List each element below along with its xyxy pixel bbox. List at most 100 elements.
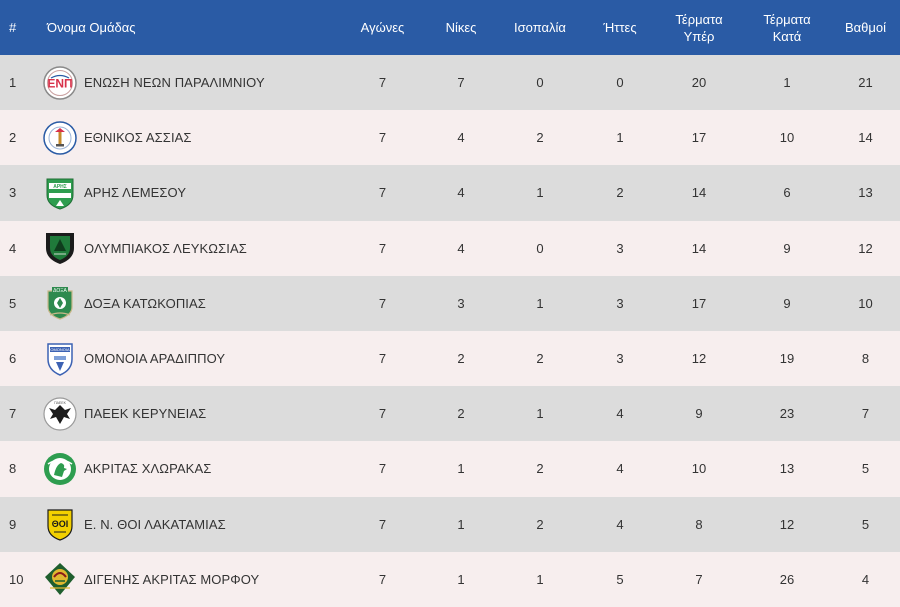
team-name: Ε. Ν. ΘΟΙ ΛΑΚΑΤΑΜΙΑΣ — [84, 516, 226, 532]
goals-against-cell: 19 — [779, 351, 795, 367]
goals-for-cell: 14 — [691, 185, 707, 201]
played-cell: 7 — [378, 516, 387, 532]
aris-crest-icon: ΑΡΗΣ — [42, 175, 78, 211]
played-cell: 7 — [378, 185, 387, 201]
losses-cell: 2 — [616, 185, 624, 201]
points-cell: 7 — [861, 406, 870, 422]
goals-for-cell: 8 — [695, 516, 703, 532]
doxa-crest-icon: ΔΟΞΑ — [42, 285, 78, 321]
goals-against-cell: 12 — [779, 516, 795, 532]
wins-cell: 1 — [457, 516, 465, 532]
goals-for-cell: 12 — [691, 351, 707, 367]
goals-against-cell: 9 — [783, 295, 791, 311]
goals-for-cell: 20 — [691, 75, 707, 91]
goals-for-cell: 10 — [691, 461, 707, 477]
team-link[interactable]: ΑΡΗΣ ΑΡΗΣ ΛΕΜΕΣΟΥ — [42, 175, 338, 211]
akritas-crest-icon — [42, 451, 78, 487]
table-row: 6 ΟΜΟΝΟΙΑ ΟΜΟΝΟΙΑ ΑΡΑΔΙΠΠΟΥ 7 2 2 3 12 19 8 — [0, 330, 900, 387]
team-link[interactable]: ΘΟΙ Ε. Ν. ΘΟΙ ΛΑΚΑΤΑΜΙΑΣ — [42, 506, 338, 542]
team-name: ΠΑΕΕΚ ΚΕΡΥΝΕΙΑΣ — [84, 406, 207, 422]
team-cell: ΠΑΕΕΚ ΠΑΕΕΚ ΚΕΡΥΝΕΙΑΣ — [38, 386, 338, 441]
table-row: 3 ΑΡΗΣ ΑΡΗΣ ΛΕΜΕΣΟΥ 7 4 1 2 14 6 13 — [0, 165, 900, 221]
losses-cell: 4 — [616, 406, 624, 422]
played-cell: 7 — [378, 406, 387, 422]
header-wins: Νίκες — [445, 20, 477, 35]
header-played: Αγώνες — [360, 20, 405, 35]
team-link[interactable]: ΟΜΟΝΟΙΑ ΟΜΟΝΟΙΑ ΑΡΑΔΙΠΠΟΥ — [42, 341, 338, 377]
goals-against-cell: 26 — [779, 571, 795, 587]
goals-against-cell: 6 — [783, 185, 791, 201]
goals-against-cell: 9 — [783, 240, 791, 256]
header-draws: Ισοπαλία — [514, 20, 566, 35]
draws-cell: 2 — [536, 130, 544, 146]
played-cell: 7 — [378, 130, 387, 146]
table-row: 10 ΔΙΓΕΝΗΣ ΑΚΡΙΤΑΣ ΜΟΡΦΟΥ 7 1 1 5 7 26 4 — [0, 551, 900, 607]
points-cell: 5 — [861, 516, 870, 532]
losses-cell: 4 — [616, 516, 624, 532]
team-link[interactable]: ΔΙΓΕΝΗΣ ΑΚΡΙΤΑΣ ΜΟΡΦΟΥ — [42, 561, 338, 597]
svg-text:ΘΟΙ: ΘΟΙ — [52, 519, 69, 529]
points-cell: 13 — [858, 185, 873, 201]
team-link[interactable]: ΕΘΝΙΚΟΣ ΑΣΣΙΑΣ — [42, 120, 338, 156]
team-link[interactable]: ENП ΕΝΩΣΗ ΝΕΩΝ ΠΑΡΑΛΙΜΝΙΟΥ — [42, 65, 338, 101]
wins-cell: 7 — [457, 75, 465, 91]
losses-cell: 5 — [616, 571, 624, 587]
thoi-crest-icon: ΘΟΙ — [42, 506, 78, 542]
team-cell: ΘΟΙ Ε. Ν. ΘΟΙ ΛΑΚΑΤΑΜΙΑΣ — [38, 497, 338, 552]
losses-cell: 4 — [616, 461, 624, 477]
table-row: 2 ΕΘΝΙΚΟΣ ΑΣΣΙΑΣ 7 4 2 1 17 10 14 — [0, 110, 900, 166]
rank-cell: 7 — [9, 406, 17, 422]
draws-cell: 1 — [536, 571, 544, 587]
played-cell: 7 — [378, 295, 387, 311]
table-row: 5 ΔΟΞΑ ΔΟΞΑ ΚΑΤΩΚΟΠΙΑΣ 7 3 1 3 17 9 10 — [0, 275, 900, 331]
enp-crest-icon: ENП — [42, 65, 78, 101]
table-body: 1 ENП ΕΝΩΣΗ ΝΕΩΝ ΠΑΡΑΛΙΜΝΙΟΥ 7 7 0 0 20 1 21 2 ΕΘΝΙ… — [0, 55, 900, 607]
svg-text:ΑΡΗΣ: ΑΡΗΣ — [53, 184, 67, 190]
table-row: 7 ΠΑΕΕΚ ΠΑΕΕΚ ΚΕΡΥΝΕΙΑΣ 7 2 1 4 9 23 7 — [0, 386, 900, 442]
goals-for-cell: 14 — [691, 240, 707, 256]
goals-for-cell: 7 — [695, 571, 703, 587]
played-cell: 7 — [378, 351, 387, 367]
goals-for-cell: 17 — [691, 295, 707, 311]
played-cell: 7 — [378, 240, 387, 256]
team-link[interactable]: ΑΚΡΙΤΑΣ ΧΛΩΡΑΚΑΣ — [42, 451, 338, 487]
goals-against-cell: 10 — [779, 130, 795, 146]
played-cell: 7 — [378, 461, 387, 477]
team-link[interactable]: ΠΑΕΕΚ ΠΑΕΕΚ ΚΕΡΥΝΕΙΑΣ — [42, 396, 338, 432]
team-cell: ΑΡΗΣ ΑΡΗΣ ΛΕΜΕΣΟΥ — [38, 165, 338, 220]
team-name: ΔΙΓΕΝΗΣ ΑΚΡΙΤΑΣ ΜΟΡΦΟΥ — [84, 571, 260, 587]
goals-against-cell: 23 — [779, 406, 795, 422]
team-cell: ΟΛΥΜΠΙΑΚΟΣ ΛΕΥΚΩΣΙΑΣ — [38, 221, 338, 276]
header-team: Όνομα Ομάδας — [47, 20, 136, 35]
olympiakos-crest-icon — [42, 230, 78, 266]
wins-cell: 4 — [457, 185, 465, 201]
header-goals-against: Τέρματα Κατά — [743, 0, 831, 55]
draws-cell: 1 — [536, 295, 544, 311]
team-cell: ΑΚΡΙΤΑΣ ΧΛΩΡΑΚΑΣ — [38, 441, 338, 496]
draws-cell: 2 — [536, 516, 544, 532]
rank-cell: 10 — [9, 571, 24, 587]
points-cell: 14 — [858, 130, 873, 146]
goals-for-cell: 9 — [695, 406, 703, 422]
points-cell: 10 — [858, 295, 873, 311]
draws-cell: 1 — [536, 406, 544, 422]
paeek-crest-icon: ΠΑΕΕΚ — [42, 396, 78, 432]
team-link[interactable]: ΔΟΞΑ ΔΟΞΑ ΚΑΤΩΚΟΠΙΑΣ — [42, 285, 338, 321]
wins-cell: 3 — [457, 295, 465, 311]
draws-cell: 1 — [536, 185, 544, 201]
svg-text:ΔΟΞΑ: ΔΟΞΑ — [53, 288, 67, 294]
goals-for-cell: 17 — [691, 130, 707, 146]
rank-cell: 8 — [9, 461, 17, 477]
points-cell: 12 — [858, 240, 873, 256]
points-cell: 4 — [861, 571, 870, 587]
svg-text:ΠΑΕΕΚ: ΠΑΕΕΚ — [54, 401, 67, 405]
rank-cell: 2 — [9, 130, 17, 146]
draws-cell: 2 — [536, 461, 544, 477]
table-header: # Όνομα Ομάδας Αγώνες Νίκες Ισοπαλία Ήττ… — [0, 0, 900, 55]
digenis-crest-icon — [42, 561, 78, 597]
header-goals-for-line1: Τέρματα — [675, 11, 723, 27]
team-cell: ΔΙΓΕΝΗΣ ΑΚΡΙΤΑΣ ΜΟΡΦΟΥ — [38, 552, 338, 607]
team-name: ΕΘΝΙΚΟΣ ΑΣΣΙΑΣ — [84, 130, 192, 146]
team-link[interactable]: ΟΛΥΜΠΙΑΚΟΣ ΛΕΥΚΩΣΙΑΣ — [42, 230, 338, 266]
header-goals-against-line1: Τέρματα — [763, 11, 811, 27]
